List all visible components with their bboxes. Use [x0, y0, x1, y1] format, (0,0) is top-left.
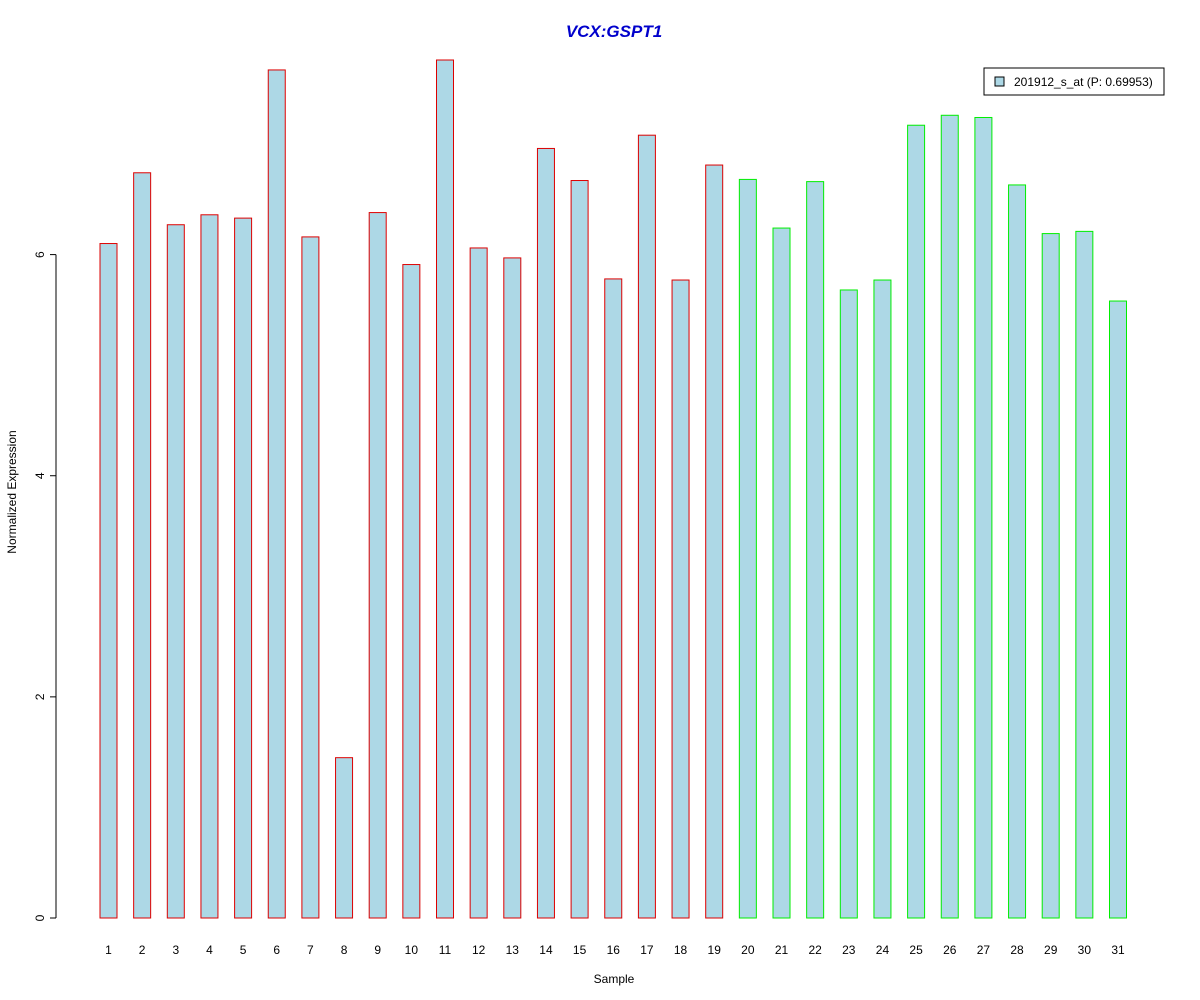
bar — [234, 217, 253, 919]
x-tick-label: 6 — [273, 943, 280, 957]
x-tick-label: 20 — [741, 943, 755, 957]
legend: 201912_s_at (P: 0.69953) — [983, 67, 1165, 96]
x-tick-label: 7 — [307, 943, 314, 957]
x-tick-label: 12 — [472, 943, 486, 957]
x-tick-labels: 1 2 3 4 5 6 7 8 9 10 11 12 13 14 15 16 17 18 19 20 21 22 23 24 2… — [105, 943, 1125, 957]
x-tick-label: 21 — [775, 943, 789, 957]
legend-box — [983, 67, 1165, 96]
x-tick-label: 18 — [674, 943, 688, 957]
x-tick-label: 22 — [808, 943, 822, 957]
x-tick-label: 13 — [506, 943, 520, 957]
bar — [200, 214, 219, 919]
x-tick-label: 28 — [1010, 943, 1024, 957]
bar — [806, 181, 825, 919]
x-tick-label: 29 — [1044, 943, 1058, 957]
x-tick-label: 19 — [708, 943, 722, 957]
bar — [436, 59, 454, 919]
bar — [368, 212, 387, 919]
bar — [1075, 230, 1094, 919]
legend-swatch — [994, 76, 1005, 87]
bar — [604, 278, 623, 919]
bar — [839, 289, 858, 919]
x-tick-label: 30 — [1078, 943, 1092, 957]
bar — [536, 147, 555, 919]
bar — [1041, 233, 1060, 919]
bar — [402, 264, 421, 919]
x-tick-label: 10 — [405, 943, 419, 957]
y-tick-label: 2 — [33, 693, 47, 700]
bar — [1008, 184, 1027, 919]
x-tick-label: 17 — [640, 943, 654, 957]
x-tick-label: 5 — [240, 943, 247, 957]
y-tick-label: 4 — [33, 472, 47, 479]
x-tick-label: 23 — [842, 943, 856, 957]
x-tick-label: 15 — [573, 943, 587, 957]
x-axis-label: Sample — [594, 972, 635, 986]
x-tick-label: 16 — [607, 943, 621, 957]
bar — [335, 757, 354, 919]
x-tick-label: 27 — [977, 943, 991, 957]
x-tick-label: 9 — [374, 943, 381, 957]
x-tick-label: 11 — [439, 943, 452, 957]
x-tick-label: 4 — [206, 943, 213, 957]
bar — [637, 134, 656, 919]
bar — [940, 114, 959, 919]
bar — [1109, 300, 1127, 919]
bar — [133, 172, 152, 919]
y-axis: 0 2 4 6 — [33, 251, 57, 921]
bar — [301, 236, 320, 919]
x-tick-label: 2 — [139, 943, 146, 957]
legend-label: 201912_s_at (P: 0.69953) — [1014, 75, 1153, 89]
bar — [974, 116, 993, 919]
y-tick-label: 0 — [33, 914, 47, 921]
x-tick-label: 26 — [943, 943, 957, 957]
bar — [469, 247, 488, 919]
bar — [907, 124, 926, 919]
x-tick-label: 14 — [539, 943, 553, 957]
x-tick-label: 24 — [876, 943, 890, 957]
bar — [738, 178, 757, 919]
bars — [99, 59, 1127, 919]
bar — [772, 227, 791, 919]
bar — [570, 180, 589, 919]
bar — [705, 164, 724, 919]
x-tick-label: 25 — [909, 943, 923, 957]
chart-title: VCX:GSPT1 — [566, 22, 662, 41]
bar — [503, 257, 522, 919]
x-tick-label: 31 — [1111, 943, 1125, 957]
y-axis-label: Normalized Expression — [5, 430, 19, 553]
y-tick-label: 6 — [33, 251, 47, 258]
x-tick-label: 3 — [172, 943, 179, 957]
x-tick-label: 1 — [105, 943, 112, 957]
bar — [267, 69, 286, 919]
bar — [99, 243, 118, 919]
bar — [671, 279, 690, 919]
bar — [166, 224, 185, 919]
bar — [873, 279, 892, 919]
x-tick-label: 8 — [341, 943, 348, 957]
